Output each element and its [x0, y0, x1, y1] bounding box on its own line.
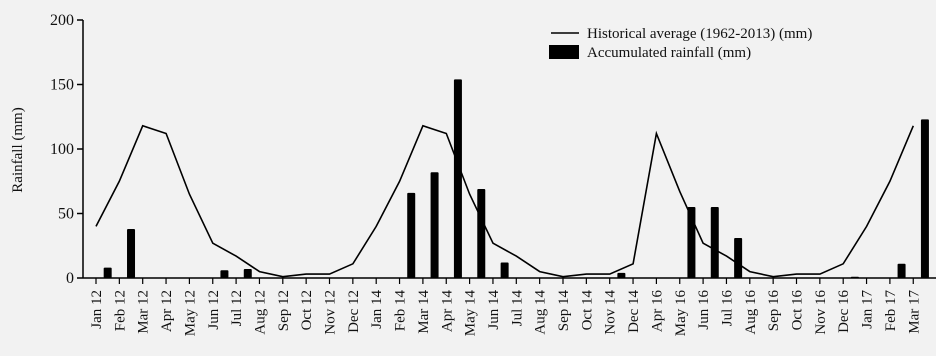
- line-series-historical-average: [96, 126, 913, 277]
- x-tick-label: Jul 12: [229, 290, 245, 326]
- x-tick-label: Dec 12: [346, 290, 362, 333]
- bar: [734, 238, 742, 278]
- bar: [407, 193, 415, 278]
- legend: Historical average (1962-2013) (mm) Accu…: [549, 26, 812, 61]
- x-tick-label: May 16: [673, 290, 689, 337]
- x-tick-label: Oct 16: [790, 290, 806, 331]
- bar: [617, 273, 625, 278]
- x-tick-label: Aug 16: [743, 290, 759, 335]
- x-tick-label: Dec 16: [836, 290, 852, 333]
- y-axis: 0 50 100 150 200: [50, 12, 83, 287]
- x-tick-label: Oct 12: [299, 290, 315, 330]
- bar: [921, 119, 929, 278]
- x-tick-label: Sep 14: [556, 290, 572, 332]
- y-tick-label: 100: [50, 141, 74, 158]
- x-tick-label: Jul 14: [509, 290, 525, 327]
- x-tick-label: Nov 14: [603, 290, 619, 335]
- y-tick-label: 0: [66, 270, 74, 287]
- x-tick-label: Feb 17: [883, 290, 899, 332]
- x-tick-label: Aug 14: [533, 290, 549, 335]
- x-tick-label: Jan 12: [89, 290, 105, 329]
- y-tick-label: 200: [50, 12, 74, 29]
- legend-bar-swatch: [549, 45, 579, 59]
- x-tick-label: Jun 16: [696, 290, 712, 330]
- x-axis: Jan 12 Feb 12 Mar 12 Apr 12 May 12 Jun 12 Jul …: [89, 278, 922, 336]
- x-tick-label: Dec 14: [626, 290, 642, 333]
- x-tick-label: Oct 14: [579, 290, 595, 331]
- bar: [477, 189, 485, 278]
- x-tick-label: Jun 12: [206, 290, 222, 330]
- legend-label-accumulated-rainfall: Accumulated rainfall (mm): [587, 45, 751, 61]
- x-tick-label: Sep 12: [276, 290, 292, 331]
- x-tick-label: Jan 17: [860, 290, 876, 329]
- x-tick-label: Apr 12: [159, 290, 175, 332]
- bar: [501, 263, 509, 278]
- bar: [431, 172, 439, 278]
- x-tick-label: Mar 12: [136, 290, 152, 334]
- x-tick-label: Feb 14: [393, 290, 409, 332]
- y-axis-title: Rainfall (mm): [10, 107, 26, 192]
- y-tick-label: 50: [58, 206, 74, 223]
- bar: [104, 268, 112, 278]
- bar-series-accumulated-rainfall: [104, 79, 936, 278]
- bar: [220, 270, 228, 278]
- bar: [898, 264, 906, 278]
- x-tick-label: Mar 17: [906, 290, 922, 334]
- x-tick-label: May 12: [182, 290, 198, 336]
- x-tick-label: Jan 14: [369, 290, 385, 329]
- x-tick-label: Jul 16: [719, 290, 735, 327]
- x-tick-label: Nov 12: [323, 290, 339, 335]
- x-tick-label: Mar 14: [416, 290, 432, 334]
- x-tick-label: Nov 16: [813, 290, 829, 335]
- y-tick-label: 150: [50, 77, 74, 94]
- x-tick-label: Apr 14: [439, 290, 455, 333]
- bar: [454, 79, 462, 278]
- x-tick-label: Jun 14: [486, 290, 502, 330]
- bar: [244, 269, 252, 278]
- legend-label-historical-average: Historical average (1962-2013) (mm): [587, 26, 812, 42]
- x-tick-label: Apr 16: [649, 290, 665, 333]
- x-tick-label: Sep 16: [766, 290, 782, 332]
- x-tick-label: Aug 12: [252, 290, 268, 335]
- x-tick-label: May 14: [463, 290, 479, 337]
- bar: [711, 207, 719, 278]
- x-tick-label: Feb 12: [112, 290, 128, 331]
- bar: [127, 229, 135, 278]
